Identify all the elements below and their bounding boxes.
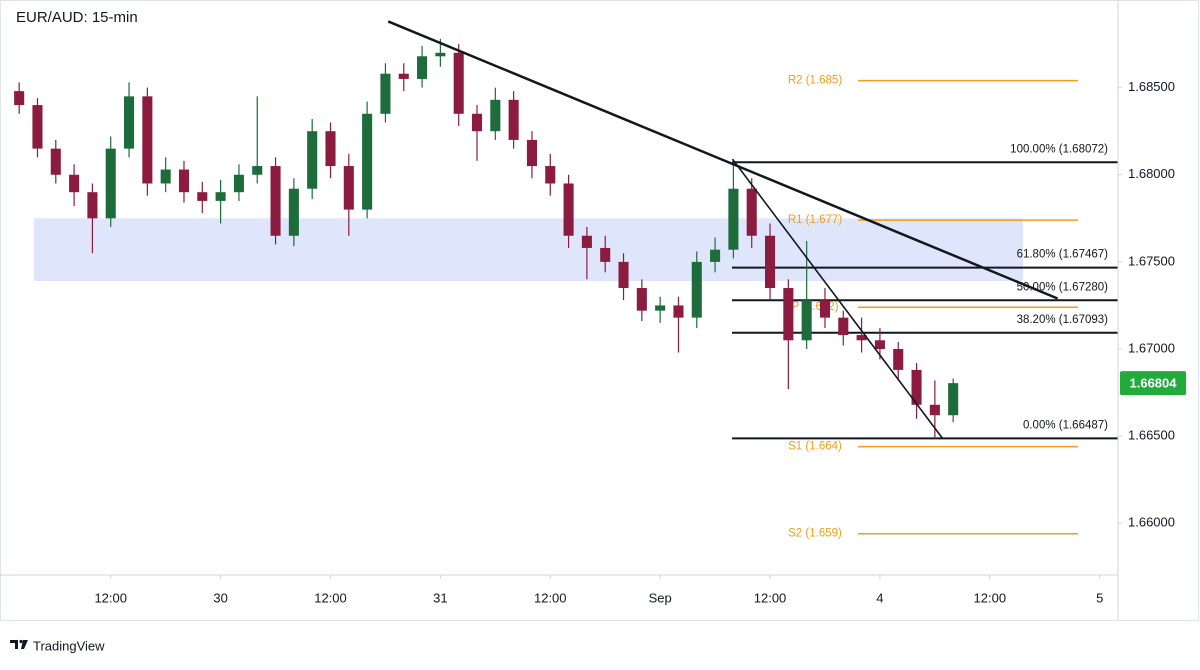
x-tick-label: 12:00 (754, 590, 787, 605)
chart-frame (0, 0, 1199, 621)
candle-body (490, 99, 501, 132)
zone (34, 218, 1023, 282)
y-tick-label: 1.67500 (1128, 253, 1175, 268)
candle-body (948, 383, 959, 416)
candle-body (453, 52, 464, 114)
pivot-label: R1 (1.677) (788, 214, 843, 226)
candle-body (325, 131, 336, 167)
candle-body (838, 317, 849, 336)
y-tick-label: 1.68500 (1128, 79, 1175, 94)
candle-body (160, 169, 171, 184)
candle-body (105, 148, 116, 219)
candle-body (471, 113, 483, 132)
pivot-label: S1 (1.664) (788, 441, 842, 453)
candle-body (893, 349, 904, 370)
candle-body (417, 56, 428, 79)
candle-body (508, 99, 519, 140)
candle-body (655, 305, 666, 311)
candle-body (783, 288, 794, 341)
candle-body (673, 305, 684, 318)
candle-body (142, 96, 153, 184)
candle-body (691, 261, 702, 318)
x-tick-label: 12:00 (534, 590, 567, 605)
pivot-label: R2 (1.685) (788, 75, 843, 87)
y-tick-label: 1.66500 (1128, 428, 1175, 443)
candle-body (307, 131, 318, 189)
candle-body (618, 261, 629, 289)
y-tick-label: 1.66000 (1128, 515, 1175, 530)
candle-body (252, 166, 263, 175)
x-tick-label: 31 (433, 590, 447, 605)
candle-body (197, 192, 208, 201)
brand-name: TradingView (33, 638, 105, 653)
fib-label: 61.80% (1.67467) (1017, 249, 1109, 261)
candle-body (710, 249, 721, 262)
x-tick-label: 4 (876, 590, 883, 605)
candle-body (728, 188, 739, 250)
candle-body (911, 369, 922, 405)
pivot-label: P (1.672) (791, 301, 838, 313)
pivot-label: S2 (1.659) (788, 528, 842, 540)
candle-body (362, 113, 373, 210)
trendline (731, 158, 943, 439)
candle-body (124, 96, 135, 149)
candle-body (32, 105, 43, 149)
brand-logo (10, 639, 28, 649)
candle-body (581, 235, 592, 248)
fib-label: 0.00% (1.66487) (1023, 419, 1108, 431)
candle-body (746, 188, 757, 236)
x-tick-label: 12:00 (974, 590, 1007, 605)
candle-body (929, 404, 940, 416)
candle-body (856, 335, 867, 341)
candle-body (435, 52, 446, 57)
candle-body (14, 91, 25, 106)
candle-body (233, 174, 244, 193)
x-tick-label: Sep (649, 590, 672, 605)
chart-title: EUR/AUD: 15-min (16, 9, 138, 26)
x-tick-label: 30 (213, 590, 227, 605)
candle-body (69, 174, 80, 193)
last-price-tag (1120, 371, 1186, 396)
candle-body (545, 166, 556, 184)
candle-body (563, 183, 574, 236)
candle-body (178, 169, 190, 193)
last-price-label: 1.66804 (1130, 376, 1178, 391)
candle-body (87, 192, 98, 219)
candle-body (215, 192, 226, 201)
trendline (387, 20, 1059, 300)
candle-body (270, 166, 281, 236)
candle-body (819, 300, 831, 318)
fib-label: 38.20% (1.67093) (1017, 314, 1109, 326)
x-tick-label: 12:00 (94, 590, 127, 605)
y-tick-label: 1.68000 (1128, 166, 1175, 181)
candle-body (398, 73, 409, 79)
candle-body (343, 166, 354, 210)
candle-body (526, 139, 537, 167)
x-tick-label: 5 (1096, 590, 1103, 605)
candle-body (874, 340, 885, 350)
candle-body (288, 188, 299, 236)
candle-body (764, 235, 776, 289)
candle-body (380, 73, 391, 114)
candle-body (50, 148, 61, 175)
candle-body (636, 288, 647, 311)
fib-label: 100.00% (1.68072) (1010, 143, 1108, 155)
y-tick-label: 1.67000 (1128, 340, 1175, 355)
candle-body (600, 247, 611, 262)
x-tick-label: 12:00 (314, 590, 347, 605)
candle-body (801, 300, 812, 341)
